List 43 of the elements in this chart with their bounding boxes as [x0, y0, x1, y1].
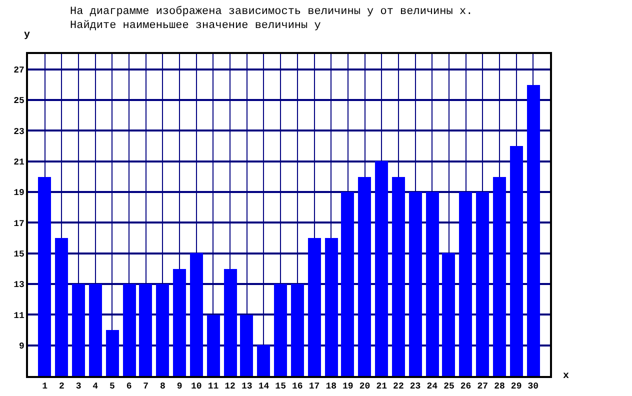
x-tick-label: 22 [393, 382, 404, 392]
y-tick-label: 27 [14, 65, 24, 76]
x-tick-label: 13 [241, 382, 252, 392]
x-tick-label: 3 [76, 382, 82, 392]
x-tick-label: 12 [224, 382, 236, 392]
x-tick-label: 2 [58, 382, 64, 392]
y-tick-label: 9 [19, 341, 24, 352]
x-tick-label: 1 [42, 382, 48, 392]
y-axis-title: y [24, 30, 30, 41]
y-tick-label: 13 [14, 280, 24, 290]
y-tick-label: 15 [14, 249, 24, 260]
x-tick-label: 16 [292, 382, 303, 392]
y-tick-label: 17 [14, 218, 24, 229]
x-tick-label: 5 [109, 382, 115, 392]
x-tick-label: 30 [528, 382, 539, 392]
x-tick-label: 24 [426, 382, 438, 392]
x-tick-label: 10 [190, 382, 202, 392]
x-tick-label: 18 [326, 382, 337, 392]
chart-title: На диаграмме изображена зависимость величины y от величины x. Найдите наименьшее значение величины y [70, 4, 473, 32]
y-tick-label: 23 [14, 126, 24, 137]
x-tick-label: 6 [126, 382, 132, 392]
x-tick-label: 19 [342, 382, 354, 392]
x-tick-label: 26 [460, 382, 472, 392]
x-tick-label: 14 [258, 382, 270, 392]
x-tick-label: 20 [359, 382, 370, 392]
y-tick-label: 19 [14, 188, 24, 198]
y-tick-label: 11 [14, 310, 26, 321]
y-tick-label: 25 [14, 96, 24, 106]
x-tick-label: 28 [494, 382, 505, 392]
x-tick-label: 17 [308, 382, 320, 392]
x-axis-title: x [563, 371, 570, 382]
x-tick-label: 21 [376, 382, 388, 392]
x-tick-label: 23 [410, 382, 421, 392]
x-tick-label: 29 [510, 382, 522, 392]
x-tick-label: 27 [477, 382, 488, 392]
x-tick-label: 4 [92, 382, 99, 392]
x-tick-label: 8 [160, 382, 166, 392]
x-tick-label: 9 [176, 382, 182, 392]
x-tick-label: 7 [143, 382, 149, 392]
x-tick-label: 15 [275, 382, 286, 392]
x-tick-label: 25 [444, 382, 454, 392]
x-tick-label: 11 [208, 382, 220, 392]
y-tick-label: 21 [14, 157, 26, 168]
